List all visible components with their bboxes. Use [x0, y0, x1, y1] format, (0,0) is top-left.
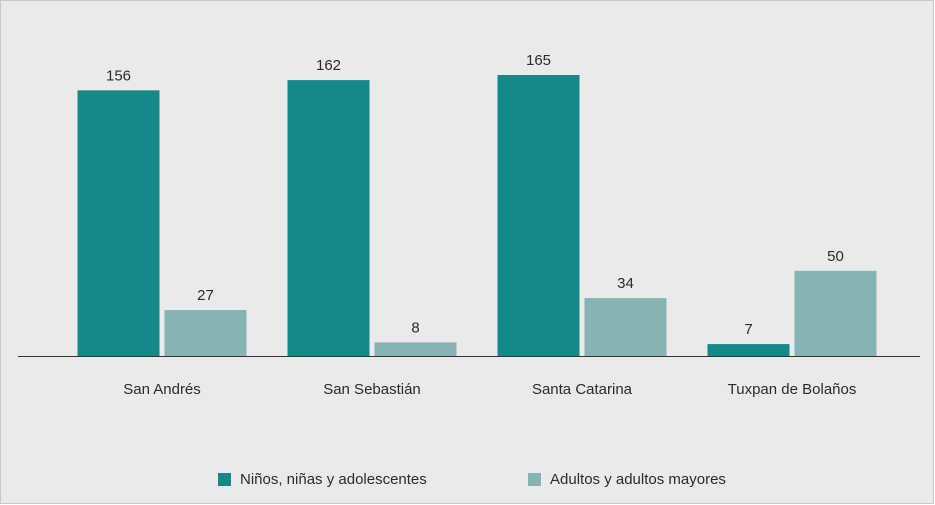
bar	[497, 75, 580, 356]
value-label: 34	[617, 275, 634, 292]
value-label: 27	[197, 287, 214, 304]
value-label: 162	[316, 57, 341, 74]
bar	[584, 298, 667, 356]
value-label: 165	[526, 52, 551, 69]
x-tick-label: Tuxpan de Bolaños	[728, 381, 857, 398]
value-label: 7	[744, 321, 752, 338]
legend-swatch	[218, 473, 231, 486]
legend-label: Adultos y adultos mayores	[550, 471, 726, 488]
bar	[374, 342, 457, 356]
value-label: 50	[827, 248, 844, 265]
legend-label: Niños, niñas y adolescentes	[240, 471, 427, 488]
bar	[707, 344, 790, 356]
value-label: 8	[411, 319, 419, 336]
x-tick-label: Santa Catarina	[532, 381, 633, 398]
legend-swatch	[528, 473, 541, 486]
x-tick-label: San Sebastián	[323, 381, 421, 398]
bar	[287, 80, 370, 356]
bar	[77, 90, 160, 356]
value-label: 156	[106, 67, 131, 84]
bar	[164, 310, 247, 356]
x-tick-label: San Andrés	[123, 381, 201, 398]
bar	[794, 270, 877, 356]
